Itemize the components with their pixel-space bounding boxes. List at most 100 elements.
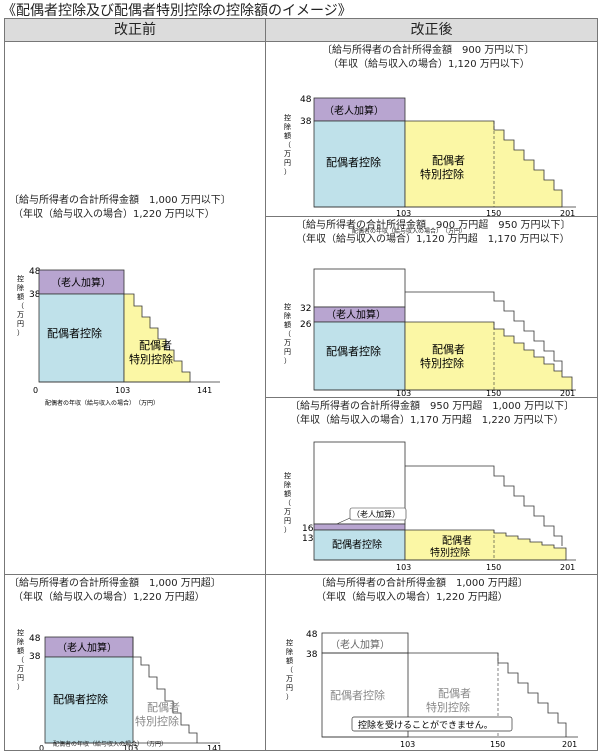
special-deduction-label-2: 特別控除 (420, 356, 464, 370)
x-axis-label: 配偶者の年収（給与収入の場合） （万円） (352, 228, 467, 235)
special-deduction-label-2: 特別控除 (129, 352, 173, 366)
row-divider-after-2 (266, 397, 597, 398)
special-deduction-steps (123, 293, 191, 383)
spouse-deduction-label: 配偶者控除 (53, 692, 108, 706)
special-deduction-label-2: 特別控除 (430, 546, 470, 559)
condition-salary: （年収（給与収入の場合）1,220 万円超） (316, 592, 508, 603)
y-tick: 38 (29, 290, 41, 300)
chart-after-gt1000: 控除額（万円） 48 38 （老人加算） 配偶者控除 配偶者 特別控除 控除を受… (286, 630, 578, 749)
condition-salary: （年収（給与収入の場合）1,220 万円以下） (13, 209, 215, 220)
elderly-label: （老人加算） (51, 276, 111, 289)
chart-before-le1000: 控除額（万円） 48 38 （老人加算） 配偶者控除 配偶者 特別控除 0 10… (17, 267, 220, 407)
condition-salary: （年収（給与収入の場合）1,120 万円超 1,170 万円以下） (296, 234, 570, 245)
x-axis-label: 配偶者の年収（給与収入の場合） （万円） (53, 741, 168, 748)
spouse-deduction-box (38, 293, 125, 383)
special-deduction-steps (404, 321, 573, 391)
old-amount-outline (313, 268, 406, 308)
elderly-addition-box (313, 523, 406, 531)
panel-before-gt1000: 〔給与所得者の合計所得金額 1,000 万円超〕 （年収（給与収入の場合）1,2… (5, 575, 265, 750)
no-deduction-notice (351, 716, 513, 732)
elderly-label: （老人加算） (330, 638, 390, 651)
row-divider-after-1 (266, 216, 597, 217)
x-tick: 103 (396, 209, 411, 216)
panel-after-le900: 〔給与所得者の合計所得金額 900 万円以下〕 （年収（給与収入の場合）1,12… (266, 42, 597, 235)
y-tick: 38 (306, 650, 318, 660)
condition-income: 〔給与所得者の合計所得金額 1,000 万円超〕 (316, 578, 528, 589)
header-before: 改正前 (5, 19, 265, 42)
x-tick: 0 (33, 386, 38, 395)
y-tick: 38 (300, 117, 312, 127)
elderly-label: （老人加算） (326, 308, 386, 321)
chart-after-900-950: 控除額（万円） 32 26 （老人加算） 配偶者控除 配偶者 特別控除 (284, 268, 576, 391)
x-tick: 150 (490, 740, 505, 749)
spouse-deduction-box (313, 120, 406, 208)
x-tick: 103 (396, 389, 411, 398)
x-tick: 150 (486, 563, 501, 572)
special-deduction-label: 配偶者 (147, 701, 180, 714)
elderly-label: （老人加算） (352, 509, 400, 519)
chart-after-le900: 控除額（万円） 48 38 （老人加算） 配偶者控除 配偶者 特別控除 103 … (284, 95, 576, 216)
condition-income: 〔給与所得者の合計所得金額 1,000 万円超〕 (9, 578, 221, 589)
y-axis-label: 控除額（万円） (286, 638, 293, 701)
special-deduction-steps (404, 120, 563, 208)
x-tick: 141 (197, 386, 212, 395)
special-deduction-outline (132, 637, 198, 743)
x-tick: 103 (115, 386, 130, 395)
special-deduction-steps (404, 529, 567, 561)
x-tick: 150 (486, 389, 501, 398)
elderly-label: （老人加算） (57, 641, 117, 654)
row-divider-bottom (5, 574, 597, 575)
special-deduction-label: 配偶者 (438, 687, 471, 700)
spouse-deduction-label: 配偶者控除 (330, 688, 385, 702)
comparison-table: 改正前 改正後 〔給与所得者の合計所得金額 1,000 万円以下〕 （年収（給与… (4, 18, 598, 751)
y-tick: 48 (29, 634, 41, 644)
y-axis-label: 控除額（万円） (284, 113, 291, 176)
x-tick: 201 (560, 563, 575, 572)
special-deduction-label: 配偶者 (442, 534, 472, 547)
special-deduction-label: 配偶者 (432, 343, 465, 356)
y-axis-label: 控除額（万円） (284, 471, 291, 534)
special-deduction-outline (408, 652, 567, 737)
chart-after-950-1000: 控除額（万円） 16 13 （老人加算） 配偶者控除 配偶者 特別控除 103 … (284, 441, 576, 572)
condition-income: 〔給与所得者の合計所得金額 1,000 万円以下〕 (9, 195, 231, 206)
condition-salary: （年収（給与収入の場合）1,220 万円超） (13, 592, 205, 603)
x-tick: 201 (560, 389, 575, 398)
panel-after-900-950: 〔給与所得者の合計所得金額 900 万円超 950 万円以下〕 （年収（給与収入… (266, 217, 597, 398)
condition-income: 〔給与所得者の合計所得金額 900 万円超 950 万円以下〕 (296, 220, 571, 231)
panel-after-950-1000: 〔給与所得者の合計所得金額 950 万円超 1,000 万円以下〕 （年収（給与… (266, 398, 597, 574)
special-deduction-label: 配偶者 (432, 154, 465, 167)
y-tick: 13 (302, 534, 313, 544)
y-axis-label: 控除額（万円） (17, 628, 24, 691)
old-special-outline (405, 291, 563, 371)
y-tick: 32 (300, 304, 311, 314)
column-divider (265, 19, 266, 750)
special-deduction-label: 配偶者 (139, 339, 172, 352)
condition-income: 〔給与所得者の合計所得金額 900 万円以下〕 (322, 45, 535, 56)
elderly-callout (349, 507, 407, 521)
y-tick: 48 (29, 267, 41, 277)
special-deduction-label-2: 特別控除 (426, 700, 470, 714)
spouse-deduction-box (44, 656, 134, 744)
special-deduction-label-2: 特別控除 (420, 167, 464, 181)
special-deduction-label-2: 特別控除 (135, 714, 179, 728)
y-axis-label: 控除額（万円） (284, 302, 291, 365)
x-tick: 103 (123, 744, 138, 750)
x-tick: 141 (207, 744, 222, 750)
y-tick: 38 (29, 652, 41, 662)
page-title: 《配偶者控除及び配偶者特別控除の控除額のイメージ》 (2, 3, 352, 19)
condition-salary: （年収（給与収入の場合）1,170 万円超 1,220 万円以下） (290, 415, 564, 426)
x-tick: 150 (486, 209, 501, 216)
x-axis-label: 配偶者の年収（給与収入の場合） （万円） (45, 399, 159, 407)
x-tick: 103 (396, 563, 411, 572)
chart-before-gt1000: 控除額（万円） 48 38 （老人加算） 配偶者控除 配偶者 特別控除 0 10… (17, 628, 222, 750)
spouse-deduction-label: 配偶者控除 (47, 326, 102, 340)
spouse-deduction-label: 配偶者控除 (326, 155, 381, 169)
y-tick: 48 (300, 95, 312, 105)
no-deduction-text: 控除を受けることができません。 (358, 719, 493, 731)
y-tick: 48 (306, 630, 318, 640)
y-tick: 26 (300, 320, 312, 330)
elderly-addition-box (38, 269, 125, 295)
x-tick: 201 (560, 209, 575, 216)
condition-salary: （年収（給与収入の場合）1,120 万円以下） (328, 59, 530, 70)
panel-before-le1000: 〔給与所得者の合計所得金額 1,000 万円以下〕 （年収（給与収入の場合）1,… (5, 42, 265, 574)
